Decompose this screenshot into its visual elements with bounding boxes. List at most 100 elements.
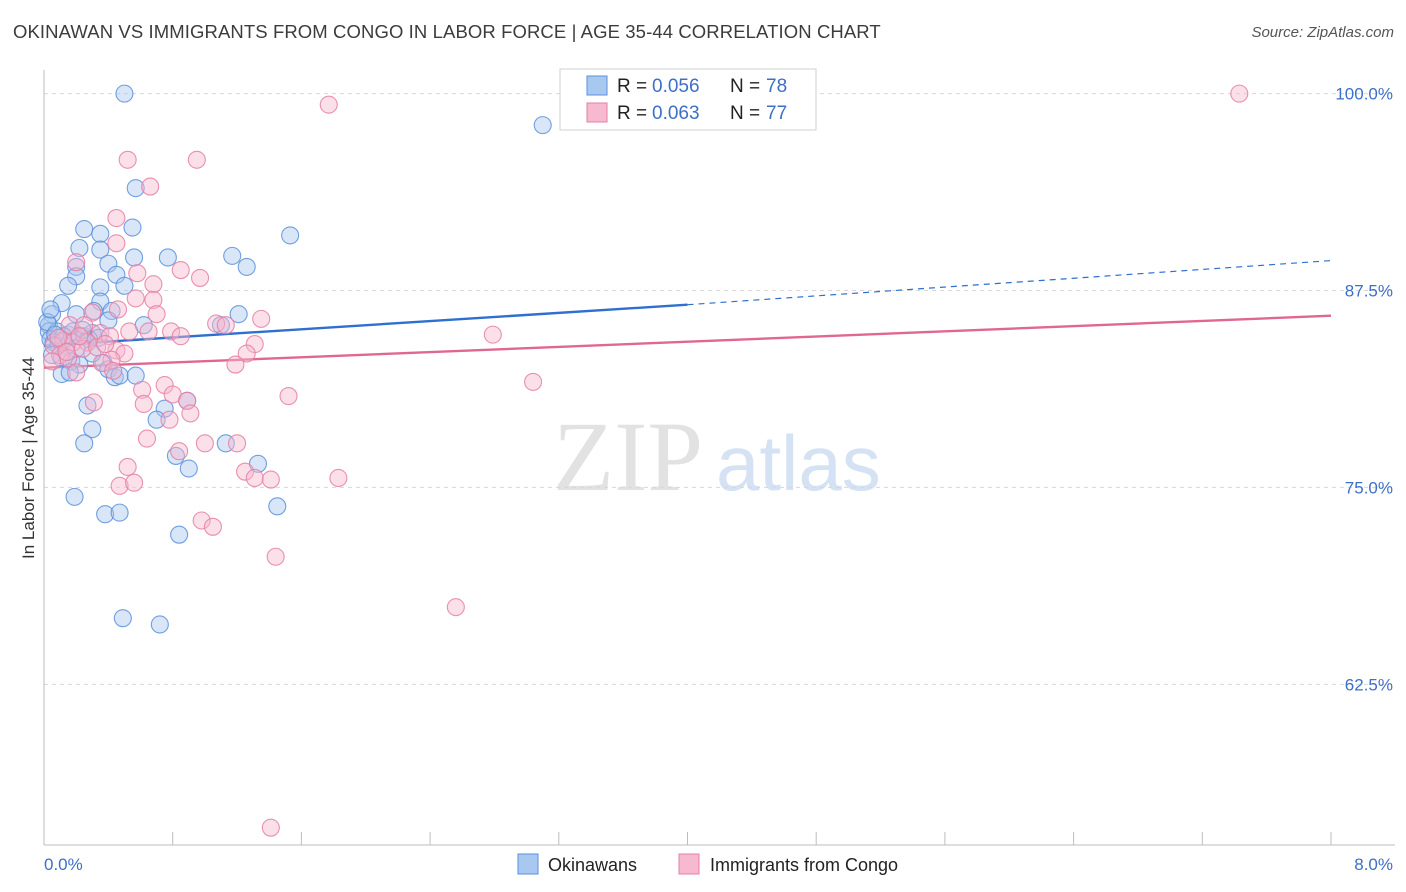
- congo-point: [187, 150, 206, 169]
- congo-point: [203, 517, 222, 536]
- congo-point: [226, 355, 245, 374]
- okinawans-point: [179, 459, 198, 478]
- okinawans-point: [91, 240, 110, 259]
- data-points: [38, 84, 1249, 837]
- congo-point: [108, 300, 128, 319]
- okinawans-point: [83, 344, 102, 363]
- okinawans-point: [91, 224, 110, 243]
- okinawans-point: [83, 420, 102, 439]
- congo-point: [137, 429, 157, 448]
- legend-n-value: 77: [766, 103, 787, 124]
- congo-point: [279, 387, 298, 406]
- y-tick-label: 87.5%: [1345, 282, 1393, 301]
- okinawans-point: [70, 238, 89, 258]
- okinawans-point: [67, 257, 86, 276]
- congo-point: [57, 342, 76, 362]
- okinawans-point: [229, 305, 248, 324]
- okinawans-point: [126, 179, 145, 198]
- okinawans-point: [125, 248, 144, 267]
- congo-point: [120, 322, 139, 341]
- okinawans-point: [96, 505, 115, 524]
- congo-point: [70, 327, 89, 346]
- congo-point: [84, 393, 103, 412]
- congo-point: [236, 462, 255, 481]
- okinawans-point: [115, 84, 134, 103]
- grid-lines: [44, 93, 1395, 685]
- congo-point: [107, 234, 126, 253]
- legend-r-label: R =: [617, 76, 647, 97]
- congo-point: [104, 361, 123, 380]
- congo-point: [228, 434, 247, 453]
- okinawans-point: [110, 503, 129, 522]
- bottom-legend-label-okinawans: Okinawans: [548, 855, 637, 875]
- congo-point: [252, 309, 271, 328]
- top-legend: R = 0.056 N = 78 R = 0.063 N = 77: [559, 68, 817, 131]
- congo-point: [126, 289, 145, 308]
- okinawans-point: [533, 116, 552, 135]
- bottom-legend-label-congo: Immigrants from Congo: [710, 855, 898, 875]
- watermark-atlas: atlas: [716, 419, 881, 507]
- congo-point: [237, 344, 256, 363]
- congo-point: [171, 327, 190, 346]
- tick-labels: 100.0% 87.5% 75.0% 62.5% 0.0% 8.0%: [44, 85, 1393, 874]
- okinawans-point: [65, 487, 84, 506]
- legend-swatch-okinawans: [586, 75, 608, 96]
- congo-point: [67, 253, 86, 272]
- okinawans-trend-line: [43, 303, 688, 347]
- legend-r-label: R =: [617, 103, 647, 124]
- y-tick-label: 62.5%: [1345, 675, 1393, 694]
- congo-point: [483, 325, 502, 344]
- okinawans-point: [91, 278, 110, 297]
- congo-point: [261, 470, 280, 489]
- congo-point: [207, 314, 226, 333]
- congo-point: [181, 404, 200, 423]
- okinawans-point: [59, 276, 78, 295]
- y-tick-label: 75.0%: [1345, 478, 1393, 497]
- okinawans-point: [115, 276, 134, 295]
- legend-r-value: 0.056: [652, 76, 700, 97]
- legend-swatch-congo: [586, 102, 608, 123]
- legend-n-label: N =: [730, 76, 760, 97]
- okinawans-point: [102, 301, 121, 321]
- okinawans-point: [147, 410, 166, 429]
- okinawans-point: [75, 434, 94, 453]
- okinawans-point: [113, 609, 132, 628]
- congo-point: [190, 268, 210, 287]
- chart-title: OKINAWAN VS IMMIGRANTS FROM CONGO IN LAB…: [13, 21, 881, 42]
- congo-point: [133, 380, 152, 399]
- okinawans-point: [60, 363, 79, 382]
- congo-point: [319, 95, 338, 114]
- source-credit: Source: ZipAtlas.com: [1251, 24, 1394, 41]
- congo-point: [147, 305, 166, 324]
- legend-n-value: 78: [766, 76, 787, 97]
- congo-point: [118, 150, 137, 169]
- congo-point: [125, 473, 144, 492]
- okinawans-point: [41, 300, 60, 319]
- congo-point: [524, 372, 543, 391]
- watermark-zip: ZIP: [553, 401, 703, 512]
- okinawans-point: [268, 497, 287, 516]
- congo-point: [144, 275, 163, 294]
- congo-point: [162, 322, 181, 341]
- legend-n-label: N =: [730, 103, 760, 124]
- congo-point: [67, 363, 86, 382]
- congo-point: [91, 324, 110, 343]
- x-tick-label: 8.0%: [1354, 855, 1393, 874]
- congo-point: [128, 264, 147, 283]
- legend-r-value: 0.063: [652, 103, 700, 124]
- okinawans-point: [170, 525, 189, 544]
- okinawans-point: [75, 220, 94, 239]
- congo-point: [170, 442, 189, 461]
- y-tick-label: 100.0%: [1335, 85, 1393, 104]
- okinawans-point: [281, 226, 300, 245]
- congo-point: [266, 547, 285, 566]
- okinawans-point: [223, 246, 242, 265]
- trend-lines: [43, 260, 1332, 369]
- congo-point: [329, 468, 348, 488]
- congo-point: [49, 328, 68, 347]
- congo-point: [110, 476, 129, 495]
- x-tick-label: 0.0%: [44, 855, 83, 874]
- congo-point: [1230, 84, 1249, 103]
- okinawans-point: [158, 248, 177, 267]
